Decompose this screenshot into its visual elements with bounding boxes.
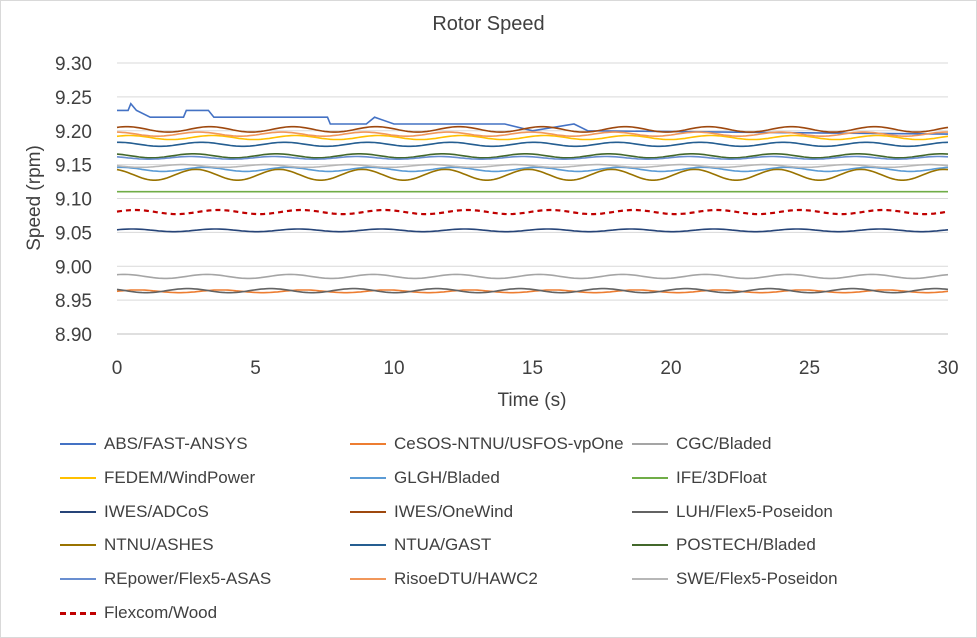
legend-item: ABS/FAST-ANSYS [60, 432, 248, 456]
legend-swatch [350, 510, 386, 513]
legend-label: RisoeDTU/HAWC2 [394, 569, 538, 589]
legend-item: CGC/Bladed [632, 432, 771, 456]
y-axis-label: Speed (rpm) [24, 145, 45, 251]
legend-swatch [60, 476, 96, 479]
legend-swatch [60, 578, 96, 581]
x-tick-label: 0 [112, 358, 123, 379]
legend-label: NTUA/GAST [394, 535, 492, 555]
y-tick-label: 9.05 [55, 223, 92, 244]
legend-label: SWE/Flex5-Poseidon [676, 569, 838, 589]
legend-item: FEDEM/WindPower [60, 466, 255, 490]
series-line-16 [116, 208, 949, 216]
x-tick-label: 10 [383, 358, 404, 379]
legend-label: ABS/FAST-ANSYS [104, 434, 248, 453]
legend-swatch [60, 443, 96, 445]
legend-item: GLGH/Bladed [350, 466, 500, 490]
y-tick-label: 9.20 [55, 122, 92, 143]
series-line-7 [116, 228, 949, 233]
series-line-15 [116, 163, 949, 169]
x-tick-label: 5 [250, 358, 261, 379]
legend-label: IFE/3DFloat [676, 467, 767, 487]
series-line-13 [116, 155, 949, 160]
legend-swatch [60, 611, 96, 615]
legend-item: IWES/OneWind [350, 500, 513, 524]
legend-swatch [632, 443, 668, 445]
x-axis-label: Time (s) [498, 390, 567, 411]
legend-item: CeSOS-NTNU/USFOS-vpOne [350, 432, 624, 456]
legend-label: NTNU/ASHES [104, 535, 214, 555]
legend-item: RisoeDTU/HAWC2 [350, 567, 538, 591]
y-tick-label: 8.95 [55, 291, 92, 312]
y-tick-label: 9.25 [55, 88, 92, 109]
series-line-14 [116, 131, 948, 137]
legend-swatch [60, 510, 96, 513]
legend-label: GLGH/Bladed [394, 467, 500, 487]
legend-label: CeSOS-NTNU/USFOS-vpOne [394, 434, 624, 453]
series-line-4 [116, 134, 949, 141]
x-tick-label: 25 [799, 358, 820, 379]
legend-item: SWE/Flex5-Poseidon [632, 567, 838, 591]
x-tick-label: 15 [522, 358, 543, 379]
legend-swatch [632, 544, 668, 547]
legend-swatch [632, 578, 668, 581]
series-line-8 [116, 125, 949, 133]
y-tick-label: 9.00 [55, 257, 92, 278]
series-line-12 [116, 153, 949, 159]
grid-lines [117, 62, 948, 301]
axes: 8.90 8.95 9.00 9.05 9.10 9.15 9.20 9.25 9.30 0 5 10… [55, 54, 959, 379]
legend-item: IFE/3DFloat [632, 466, 767, 490]
legend-label: REpower/Flex5-ASAS [104, 569, 272, 589]
series-line-11 [117, 141, 949, 148]
series-line-2 [116, 289, 949, 294]
legend-label: POSTECH/Bladed [676, 535, 816, 555]
legend-label: CGC/Bladed [676, 434, 772, 453]
legend-label: Flexcom/Wood [104, 603, 218, 622]
legend-item: REpower/Flex5-ASAS [60, 567, 271, 591]
legend-label: FEDEM/WindPower [104, 467, 256, 487]
series-line-3 [116, 273, 949, 280]
legend-label: LUH/Flex5-Poseidon [676, 501, 833, 521]
y-tick-label: 9.15 [55, 156, 92, 177]
x-tick-label: 20 [660, 358, 681, 379]
series-line-5 [116, 166, 949, 173]
series-line-1 [117, 102, 949, 135]
legend-item: Flexcom/Wood [60, 601, 217, 625]
legend-item: NTNU/ASHES [60, 533, 214, 557]
legend-swatch [350, 443, 386, 445]
series-lines [116, 102, 949, 294]
legend-item: POSTECH/Bladed [632, 533, 816, 557]
legend-swatch [632, 510, 668, 513]
legend-item: NTUA/GAST [350, 533, 491, 557]
legend-swatch [632, 476, 668, 479]
x-tick-label: 30 [937, 358, 958, 379]
legend-swatch [60, 544, 96, 547]
legend-swatch [350, 476, 386, 479]
legend-label: IWES/OneWind [394, 501, 514, 521]
series-line-9 [116, 287, 949, 294]
y-tick-label: 9.10 [55, 190, 92, 211]
legend-item: IWES/ADCoS [60, 500, 209, 524]
chart-plot: 8.90 8.95 9.00 9.05 9.10 9.15 9.20 9.25 9.30 0 5 10… [24, 54, 959, 411]
legend-item: LUH/Flex5-Poseidon [632, 500, 833, 524]
y-tick-label: 8.90 [55, 325, 92, 346]
series-line-10 [116, 168, 949, 181]
y-tick-label: 9.30 [55, 54, 92, 75]
legend-swatch [350, 578, 386, 581]
chart-title: Rotor Speed [432, 13, 545, 35]
legend-swatch [350, 544, 386, 547]
legend-label: IWES/ADCoS [104, 501, 209, 521]
